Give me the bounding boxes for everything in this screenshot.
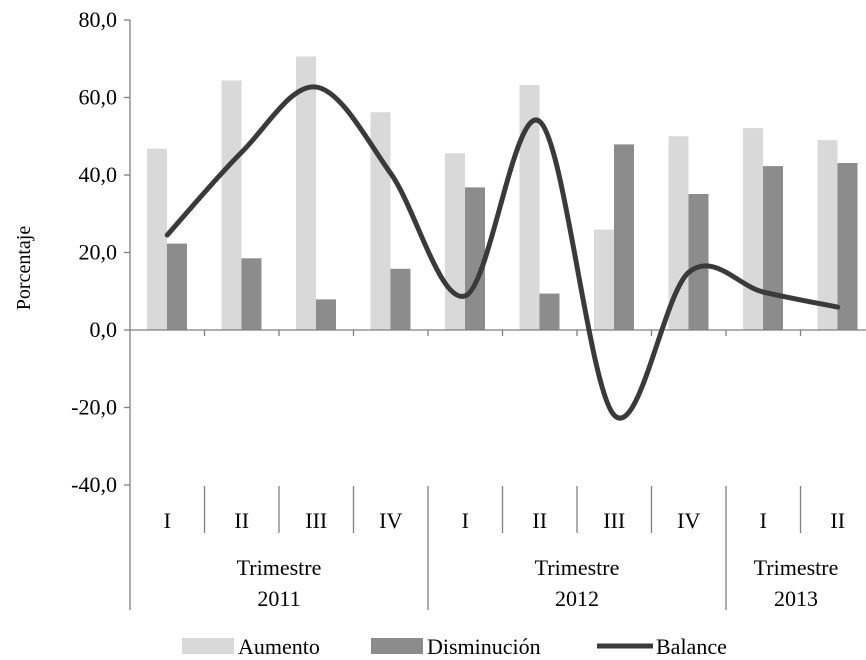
x-category-label: IV: [677, 508, 700, 533]
legend: Aumento Disminución Balance: [182, 634, 727, 659]
y-tick-label: 40,0: [79, 162, 118, 187]
bar-disminucion: [390, 268, 411, 330]
legend-label: Balance: [656, 634, 727, 659]
bar-disminucion: [465, 187, 485, 330]
bar-aumento: [519, 85, 540, 330]
bar-disminucion: [241, 258, 262, 330]
group-label-line2: 2013: [774, 586, 818, 611]
y-tick-label: 20,0: [79, 240, 118, 265]
x-category-label: I: [760, 508, 767, 533]
bar-disminucion: [837, 162, 858, 330]
bar-aumento: [296, 56, 316, 331]
legend-label: Disminución: [427, 634, 541, 659]
x-category-label: I: [462, 508, 469, 533]
balance-line: [164, 84, 841, 421]
group-label-line2: 2011: [257, 586, 300, 611]
bar-disminucion: [763, 166, 783, 330]
x-category-label: II: [234, 508, 249, 533]
legend-swatch: [182, 638, 234, 654]
x-category-label: III: [603, 508, 625, 533]
bar-disminucion: [539, 293, 560, 330]
y-tick-label: -20,0: [71, 395, 117, 420]
bar-aumento: [594, 229, 614, 330]
x-axis: I II III IV I II III IV I IITrimestre2011Trimestr…: [130, 329, 866, 611]
legend-item: Balance: [597, 634, 727, 659]
bar-disminucion: [167, 243, 187, 330]
x-category-label: III: [305, 508, 327, 533]
bar-aumento: [445, 153, 465, 330]
group-label-line1: Trimestre: [754, 555, 839, 580]
legend-item: Disminución: [371, 634, 541, 659]
legend-swatch: [371, 638, 423, 654]
y-tick-label: 0,0: [90, 317, 118, 342]
x-category-label: II: [532, 508, 547, 533]
group-label-line1: Trimestre: [237, 555, 322, 580]
y-tick-label: -40,0: [71, 472, 117, 497]
bars: [147, 56, 858, 331]
legend-label: Aumento: [238, 634, 320, 659]
y-tick-label: 80,0: [79, 7, 118, 32]
y-axis-label: Porcentaje: [13, 226, 35, 311]
bar-disminucion: [316, 299, 336, 330]
bar-aumento: [147, 148, 167, 330]
bar-aumento: [221, 80, 242, 330]
legend-item: Aumento: [182, 634, 320, 659]
x-category-label: I: [164, 508, 171, 533]
x-category-label: IV: [379, 508, 402, 533]
x-category-label: II: [830, 508, 845, 533]
bar-disminucion: [614, 144, 634, 330]
group-label-line1: Trimestre: [535, 555, 620, 580]
bar-aumento: [817, 140, 838, 330]
line-balance: [164, 84, 841, 421]
bar-disminucion: [688, 193, 709, 330]
y-axis: 80,0 60,0 40,0 20,0 0,0 -20,0 -40,0: [71, 7, 131, 610]
y-tick-label: 60,0: [79, 85, 118, 110]
bar-aumento: [743, 128, 763, 330]
group-label-line2: 2012: [555, 586, 599, 611]
